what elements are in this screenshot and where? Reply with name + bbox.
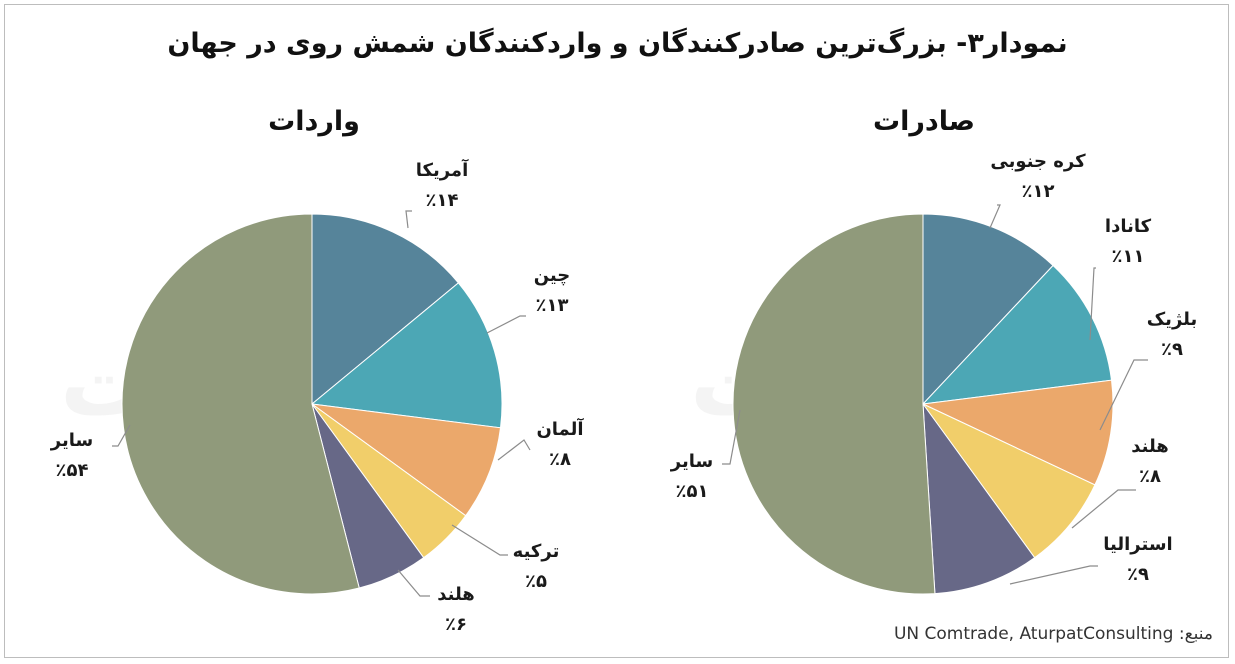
pie-slice bbox=[121, 213, 360, 595]
leader-line bbox=[1089, 267, 1096, 341]
exports-pie: کره جنوبی ٪۱۲ کانادا ٪۱۱ بلژیک ٪۹ هلند ٪۸ استرال… bbox=[670, 151, 1198, 595]
slice-label-name: سایر bbox=[50, 430, 93, 451]
slice-label-name: هلند bbox=[1131, 436, 1169, 457]
slice-label-name: بلژیک bbox=[1147, 309, 1198, 330]
leader-line bbox=[405, 210, 412, 229]
pie-slice bbox=[732, 213, 936, 595]
leader-line bbox=[497, 439, 531, 461]
leader-line bbox=[1009, 565, 1098, 585]
leader-line bbox=[1099, 359, 1148, 431]
slice-label-value: ٪۶ bbox=[445, 614, 467, 635]
slice-label-value: ٪۸ bbox=[549, 449, 571, 470]
slice-label-value: ٪۹ bbox=[1127, 564, 1149, 585]
leader-line bbox=[722, 409, 741, 465]
slice-label-name: هلند bbox=[437, 584, 475, 605]
main-title: نمودار۳- بزرگ‌ترین صادرکنندگان و واردکنن… bbox=[167, 28, 1068, 59]
slice-label-name: سایر bbox=[670, 451, 713, 472]
slice-label-value: ٪۵۱ bbox=[676, 481, 709, 502]
imports-chart-title: واردات bbox=[268, 106, 360, 137]
slice-label-value: ٪۱۳ bbox=[536, 295, 569, 316]
slice-label-value: ٪۵۴ bbox=[56, 460, 89, 481]
chart-frame bbox=[4, 4, 1229, 658]
slice-label-name: کره جنوبی bbox=[990, 151, 1086, 172]
slice-label-name: چین bbox=[534, 265, 571, 286]
leader-line bbox=[486, 315, 526, 334]
imports-pie: آمریکا ٪۱۴ چین ٪۱۳ آلمان ٪۸ ترکیه ٪۵ هلند ٪۶ سایر ٪… bbox=[50, 158, 585, 635]
pie-slice bbox=[311, 213, 460, 406]
pie-slice bbox=[922, 403, 1096, 559]
slice-label-value: ٪۵ bbox=[525, 571, 547, 592]
leader-line bbox=[451, 524, 508, 556]
pie-slice bbox=[921, 379, 1114, 486]
slice-label-value: ٪۱۴ bbox=[426, 190, 459, 211]
pie-slice bbox=[921, 264, 1113, 405]
slice-label-value: ٪۱۲ bbox=[1022, 181, 1055, 202]
pie-slice bbox=[311, 403, 502, 517]
slice-label-value: ٪۸ bbox=[1139, 466, 1161, 487]
leader-line bbox=[397, 569, 430, 597]
slice-label-name: استرالیا bbox=[1103, 534, 1172, 555]
pie-slice bbox=[310, 282, 503, 429]
pie-slice bbox=[922, 213, 1054, 406]
slice-label-value: ٪۹ bbox=[1161, 339, 1183, 360]
slice-label-value: ٪۱۱ bbox=[1112, 246, 1145, 267]
slice-label-name: ترکیه bbox=[513, 541, 560, 562]
pie-slice bbox=[922, 402, 1036, 595]
slice-label-name: کانادا bbox=[1105, 216, 1152, 237]
slice-label-name: آلمان bbox=[536, 417, 584, 440]
slice-label-name: آمریکا bbox=[416, 158, 469, 181]
exports-chart-title: صادرات bbox=[872, 106, 975, 137]
source-note: منبع: UN Comtrade, AturpatConsulting bbox=[893, 624, 1213, 644]
leader-line bbox=[989, 204, 1001, 229]
leader-line bbox=[112, 424, 131, 447]
leader-line bbox=[1071, 489, 1136, 529]
